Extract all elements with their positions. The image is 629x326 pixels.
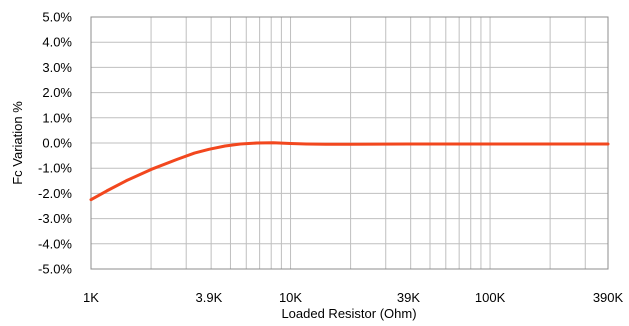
y-tick-label: -1.0% — [38, 161, 72, 176]
x-axis-title: Loaded Resistor (Ohm) — [281, 306, 416, 321]
x-tick-label: 390K — [593, 290, 624, 305]
data-point — [289, 142, 292, 145]
y-tick-label: -2.0% — [38, 186, 72, 201]
y-tick-label: -3.0% — [38, 211, 72, 226]
y-tick-label: 0.0% — [42, 136, 72, 151]
y-tick-label: 3.0% — [42, 60, 72, 75]
x-tick-label: 100K — [475, 290, 506, 305]
series-layer — [89, 141, 610, 202]
data-point — [256, 142, 258, 144]
y-tick-label: -5.0% — [38, 262, 72, 277]
data-point — [489, 143, 491, 145]
y-axis-title: Fc Variation % — [10, 101, 25, 185]
data-point — [193, 152, 196, 154]
data-point — [90, 198, 92, 201]
x-tick-label: 3.9K — [196, 290, 223, 305]
data-point — [272, 141, 275, 144]
data-point — [324, 143, 327, 146]
data-point — [607, 143, 609, 145]
data-point — [407, 143, 410, 145]
x-tick-label: 1K — [83, 290, 99, 305]
y-tick-label: 4.0% — [42, 35, 72, 50]
y-tick-labels: 5.0% 4.0% 3.0% 2.0% 1.0% 0.0% -1.0% -2.0% -3.0% -… — [38, 10, 72, 277]
data-point — [125, 180, 127, 182]
x-tick-label: 10K — [279, 290, 302, 305]
data-point — [208, 148, 210, 151]
data-point — [176, 158, 178, 161]
data-point — [239, 143, 242, 145]
x-tick-label: 39K — [397, 290, 420, 305]
y-tick-label: 5.0% — [42, 10, 72, 25]
x-tick-labels: 1K 3.9K 10K 39K 100K 390K — [83, 290, 623, 305]
y-tick-label: 2.0% — [42, 85, 72, 100]
data-point — [349, 143, 352, 146]
y-tick-label: -4.0% — [38, 236, 72, 251]
data-point — [305, 143, 308, 145]
series-line — [89, 141, 610, 202]
y-tick-label: 1.0% — [42, 110, 72, 125]
data-point — [150, 168, 152, 171]
data-point — [224, 145, 226, 147]
data-point — [105, 190, 108, 192]
